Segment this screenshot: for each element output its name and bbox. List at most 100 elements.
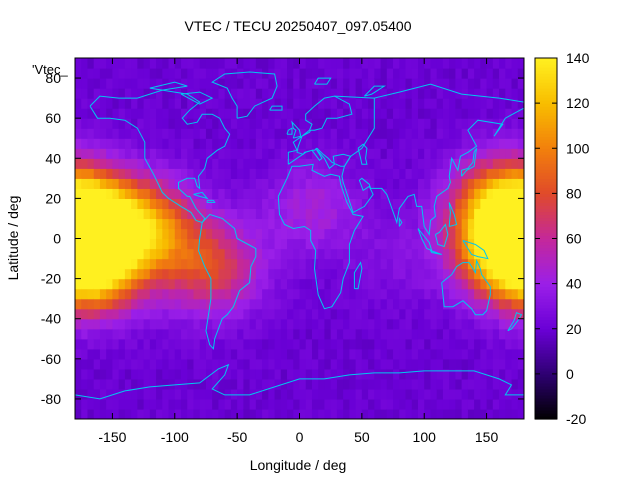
heatmap-cell (255, 108, 263, 119)
heatmap-cell (274, 178, 282, 189)
heatmap-cell (249, 118, 257, 129)
heatmap-cell (93, 278, 101, 290)
heatmap-cell (131, 188, 138, 199)
heatmap-cell (274, 398, 282, 410)
heatmap-cell (480, 278, 488, 290)
heatmap-cell (99, 328, 107, 340)
heatmap-cell (374, 128, 382, 139)
heatmap-cell (486, 408, 494, 419)
colorbar-segment (535, 364, 557, 369)
heatmap-cell (517, 238, 524, 250)
heatmap-cell (280, 228, 288, 240)
heatmap-cell (193, 408, 201, 419)
coastline (75, 363, 524, 400)
heatmap-cell (499, 98, 506, 109)
heatmap-cell (318, 408, 326, 419)
heatmap-cell (237, 378, 244, 390)
heatmap-cell (255, 278, 263, 290)
heatmap-cell (449, 368, 457, 380)
y-tick-label: -20 (41, 271, 61, 287)
heatmap-cell (255, 318, 263, 330)
heatmap-cell (492, 288, 500, 300)
heatmap-cell (355, 198, 363, 210)
heatmap-cell (274, 408, 282, 419)
heatmap-cell (156, 108, 163, 119)
heatmap-cell (380, 198, 388, 210)
heatmap-cell (324, 318, 332, 330)
heatmap-cell (499, 168, 506, 179)
colorbar-segment (535, 244, 557, 249)
heatmap-cell (330, 338, 338, 350)
heatmap-cell (336, 318, 344, 330)
heatmap-cell (199, 208, 207, 220)
heatmap-cell (162, 408, 170, 419)
heatmap-cell (330, 208, 338, 220)
heatmap-cell (343, 128, 350, 139)
heatmap-cell (99, 288, 107, 300)
heatmap-cell (75, 328, 82, 340)
heatmap-cell (318, 288, 326, 300)
heatmap-cell (149, 308, 157, 320)
heatmap-cell (374, 268, 382, 280)
heatmap-cell (368, 158, 375, 169)
heatmap-cell (336, 188, 344, 199)
heatmap-cell (492, 358, 500, 370)
heatmap-cell (318, 308, 326, 320)
heatmap-cell (361, 218, 369, 230)
heatmap-cell (230, 58, 238, 69)
heatmap-cell (212, 218, 220, 230)
heatmap-cell (255, 118, 263, 129)
heatmap-cell (287, 278, 294, 290)
heatmap-cell (305, 58, 313, 69)
heatmap-cell (311, 278, 319, 290)
heatmap-cell (249, 278, 257, 290)
heatmap-cell (324, 308, 332, 320)
heatmap-cell (137, 248, 145, 260)
heatmap-cell (131, 308, 138, 320)
heatmap-cell (368, 68, 375, 79)
heatmap-cell (262, 168, 269, 179)
heatmap-cell (218, 358, 226, 370)
colorbar-segment (535, 391, 557, 396)
heatmap-cell (417, 158, 425, 169)
heatmap-cell (249, 328, 257, 340)
heatmap-cell (99, 158, 107, 169)
colorbar-segment (535, 313, 557, 318)
heatmap-cell (355, 398, 363, 410)
heatmap-cell (343, 278, 350, 290)
heatmap-cell (405, 118, 413, 129)
heatmap-cell (168, 238, 176, 250)
heatmap-cell (467, 228, 475, 240)
heatmap-cell (386, 178, 394, 189)
heatmap-cell (505, 268, 513, 280)
heatmap-cell (343, 218, 350, 230)
x-axis-label: Longitude / deg (250, 457, 347, 473)
heatmap-cell (492, 248, 500, 260)
heatmap-cell (274, 108, 282, 119)
heatmap-cell (81, 88, 89, 99)
heatmap-cell (299, 148, 307, 159)
heatmap-cell (517, 198, 524, 210)
heatmap-cell (143, 378, 151, 390)
heatmap-cell (193, 258, 201, 270)
heatmap-cell (143, 398, 151, 410)
heatmap-cell (474, 408, 481, 419)
heatmap-cell (436, 88, 444, 99)
heatmap-cell (517, 268, 524, 280)
heatmap-cell (280, 348, 288, 360)
heatmap-cell (336, 118, 344, 129)
heatmap-cell (305, 228, 313, 240)
heatmap-cell (181, 78, 188, 89)
heatmap-cell (212, 408, 220, 419)
heatmap-cell (193, 308, 201, 320)
heatmap-cell (474, 78, 481, 89)
heatmap-cell (361, 228, 369, 240)
heatmap-cell (75, 288, 82, 300)
heatmap-cell (162, 258, 170, 270)
heatmap-cell (93, 358, 101, 370)
colorbar-segment (535, 79, 557, 83)
heatmap-cell (486, 88, 494, 99)
heatmap-cell (274, 318, 282, 330)
heatmap-cell (81, 318, 89, 330)
heatmap-cell (237, 328, 244, 340)
